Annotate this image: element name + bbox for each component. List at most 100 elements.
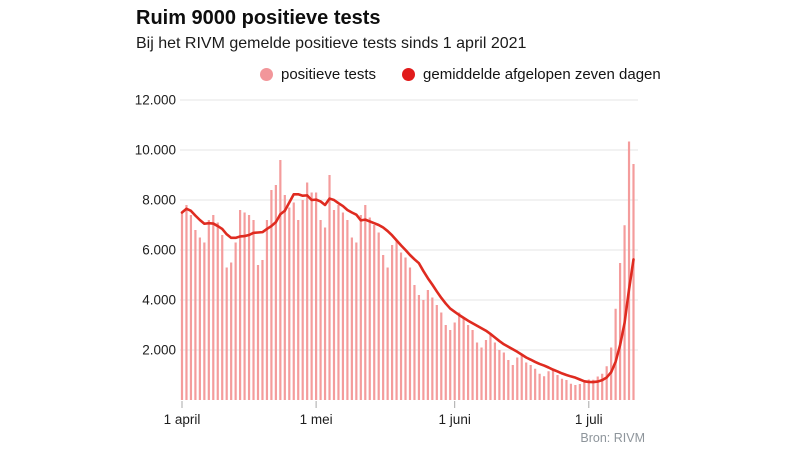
bar-day-89 xyxy=(578,384,581,400)
bar-day-52 xyxy=(413,285,416,400)
bar-day-41 xyxy=(364,205,367,400)
bar-day-68 xyxy=(484,340,488,400)
bar-day-78 xyxy=(529,365,532,400)
bar-day-13 xyxy=(239,210,242,400)
bar-day-51 xyxy=(408,267,412,400)
bar-day-66 xyxy=(475,342,479,400)
bar-day-9 xyxy=(221,235,224,400)
bar-day-0 xyxy=(180,212,184,400)
bar-day-30 xyxy=(315,192,318,400)
bar-day-34 xyxy=(332,210,336,400)
bar-day-3 xyxy=(194,230,197,400)
bar-day-80 xyxy=(538,373,541,400)
bar-day-7 xyxy=(212,215,215,400)
legend-label-positieve-tests: positieve tests xyxy=(281,66,377,83)
bar-day-79 xyxy=(534,368,537,400)
bar-day-86 xyxy=(565,380,568,400)
bar-day-70 xyxy=(493,342,497,400)
bar-day-93 xyxy=(596,376,599,400)
bar-day-27 xyxy=(301,200,304,400)
bar-day-97 xyxy=(614,308,617,400)
bar-day-94 xyxy=(601,373,604,400)
bar-day-53 xyxy=(417,295,421,400)
legend-label-zeven-dagen-gemiddelde: gemiddelde afgelopen zeven dagen xyxy=(423,66,661,83)
bar-day-1 xyxy=(185,205,188,400)
bar-day-84 xyxy=(556,375,559,400)
bar-day-92 xyxy=(592,379,595,400)
bar-day-77 xyxy=(525,362,528,400)
bar-day-10 xyxy=(225,267,228,400)
bar-day-21 xyxy=(274,185,277,400)
bar-day-49 xyxy=(399,252,403,400)
bar-day-54 xyxy=(422,300,425,400)
bar-day-59 xyxy=(444,325,447,400)
bar-day-40 xyxy=(359,215,362,400)
legend-item-positieve-tests: positieve tests xyxy=(260,66,376,83)
bar-day-74 xyxy=(511,365,514,400)
bar-day-23 xyxy=(283,195,286,400)
bar-day-64 xyxy=(467,325,470,400)
bar-day-46 xyxy=(386,267,389,400)
bar-day-6 xyxy=(207,220,210,400)
bar-day-2 xyxy=(189,215,193,400)
y-tick-label-8000: 8.000 xyxy=(142,193,176,208)
bar-day-36 xyxy=(341,212,345,400)
source-credit: Bron: RIVM xyxy=(580,431,645,445)
bar-day-12 xyxy=(234,242,237,400)
bar-day-11 xyxy=(230,262,233,400)
bar-day-4 xyxy=(198,237,201,400)
bar-day-14 xyxy=(243,212,246,400)
bar-day-29 xyxy=(310,192,313,400)
bar-day-82 xyxy=(547,371,550,400)
x-tick-label-1-juli: 1 juli xyxy=(575,412,603,427)
bar-day-55 xyxy=(426,290,429,400)
y-axis-labels: 2.000 4.000 6.000 8.000 10.000 12.000 xyxy=(135,93,176,358)
y-tick-label-12000: 12.000 xyxy=(135,93,176,108)
bar-day-87 xyxy=(569,383,573,400)
bar-day-37 xyxy=(346,220,349,400)
bar-day-45 xyxy=(382,255,385,400)
bar-day-8 xyxy=(216,222,219,400)
bar-day-60 xyxy=(449,330,452,400)
bar-day-28 xyxy=(306,182,309,400)
bar-day-100 xyxy=(627,141,631,400)
bar-day-48 xyxy=(395,240,398,400)
bar-day-76 xyxy=(520,355,523,400)
bar-day-44 xyxy=(377,232,380,400)
bar-day-18 xyxy=(261,260,264,400)
bar-day-88 xyxy=(574,385,577,400)
x-tick-label-1-mei: 1 mei xyxy=(300,412,333,427)
legend: positieve tests gemiddelde afgelopen zev… xyxy=(260,66,661,83)
bar-day-24 xyxy=(288,207,291,400)
page-subtitle: Bij het RIVM gemelde positieve tests sin… xyxy=(136,35,527,52)
bar-day-43 xyxy=(373,225,376,400)
page-title: Ruim 9000 positieve tests xyxy=(136,7,381,29)
y-tick-label-4000: 4.000 xyxy=(142,293,176,308)
bar-day-33 xyxy=(328,175,331,400)
x-tick-label-1-april: 1 april xyxy=(164,412,201,427)
bar-day-39 xyxy=(355,242,358,400)
bar-day-99 xyxy=(623,225,626,400)
bar-day-58 xyxy=(440,312,443,400)
bar-day-22 xyxy=(279,160,282,400)
bar-day-90 xyxy=(583,382,586,400)
bar-day-20 xyxy=(270,190,273,400)
bar-day-69 xyxy=(489,335,492,400)
y-tick-label-10000: 10.000 xyxy=(135,143,176,158)
legend-dot-positieve-tests-icon xyxy=(260,68,273,81)
bar-day-101 xyxy=(632,164,635,400)
bar-day-17 xyxy=(256,265,260,400)
bar-day-19 xyxy=(265,220,269,400)
bar-day-26 xyxy=(297,220,300,400)
bar-day-83 xyxy=(551,370,555,400)
y-tick-label-6000: 6.000 xyxy=(142,243,176,258)
bar-day-61 xyxy=(453,322,456,400)
bar-day-91 xyxy=(587,379,590,400)
bar-day-16 xyxy=(252,220,255,400)
bar-day-57 xyxy=(435,305,438,400)
bar-day-15 xyxy=(247,215,251,400)
bar-day-32 xyxy=(323,227,327,400)
bar-day-67 xyxy=(480,347,483,400)
bar-day-42 xyxy=(368,217,371,400)
